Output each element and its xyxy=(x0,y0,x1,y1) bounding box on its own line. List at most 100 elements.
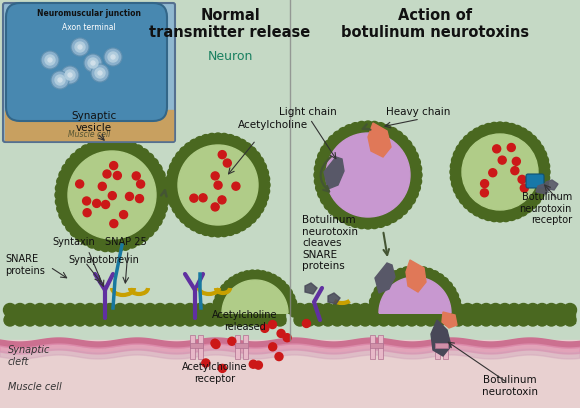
Text: Heavy chain: Heavy chain xyxy=(386,107,450,117)
Circle shape xyxy=(473,128,483,138)
Circle shape xyxy=(318,151,328,161)
Circle shape xyxy=(340,314,353,326)
Circle shape xyxy=(93,240,104,250)
Circle shape xyxy=(452,179,462,188)
Circle shape xyxy=(467,203,477,213)
Circle shape xyxy=(312,304,325,317)
Circle shape xyxy=(378,314,390,326)
Circle shape xyxy=(283,334,291,341)
Circle shape xyxy=(507,124,517,133)
Circle shape xyxy=(527,135,537,145)
Circle shape xyxy=(137,180,144,188)
Circle shape xyxy=(111,55,115,59)
Circle shape xyxy=(219,133,229,143)
Circle shape xyxy=(95,68,105,78)
Bar xyxy=(378,335,383,359)
Circle shape xyxy=(340,304,353,317)
Circle shape xyxy=(108,192,117,200)
Circle shape xyxy=(253,204,264,213)
Circle shape xyxy=(321,304,335,317)
Circle shape xyxy=(403,267,410,275)
Circle shape xyxy=(452,304,465,317)
Circle shape xyxy=(155,170,165,180)
Circle shape xyxy=(368,309,376,317)
Circle shape xyxy=(518,175,526,183)
Circle shape xyxy=(480,314,492,326)
Circle shape xyxy=(114,242,124,252)
Circle shape xyxy=(274,277,281,285)
Circle shape xyxy=(345,215,354,225)
Circle shape xyxy=(372,292,379,300)
Circle shape xyxy=(214,181,222,189)
Circle shape xyxy=(132,172,140,180)
Circle shape xyxy=(318,189,328,199)
Circle shape xyxy=(357,219,367,228)
Circle shape xyxy=(517,304,530,317)
Circle shape xyxy=(387,304,400,317)
Circle shape xyxy=(508,144,515,151)
Text: Muscle cell: Muscle cell xyxy=(8,382,61,392)
Circle shape xyxy=(471,314,483,326)
Circle shape xyxy=(211,172,219,180)
Circle shape xyxy=(91,61,95,65)
Circle shape xyxy=(218,151,226,159)
Circle shape xyxy=(180,147,190,157)
Circle shape xyxy=(450,167,460,177)
Circle shape xyxy=(517,206,527,216)
Circle shape xyxy=(201,225,211,235)
Circle shape xyxy=(443,304,455,317)
FancyBboxPatch shape xyxy=(6,3,167,121)
Circle shape xyxy=(322,314,334,326)
Circle shape xyxy=(269,343,277,351)
Circle shape xyxy=(454,150,463,160)
Circle shape xyxy=(499,314,511,326)
Circle shape xyxy=(104,314,116,326)
Circle shape xyxy=(168,168,177,178)
Circle shape xyxy=(410,183,420,193)
Circle shape xyxy=(452,155,462,165)
Circle shape xyxy=(396,304,409,317)
Circle shape xyxy=(278,280,285,288)
Circle shape xyxy=(396,314,408,326)
Circle shape xyxy=(144,314,156,326)
Circle shape xyxy=(408,189,418,199)
Circle shape xyxy=(358,304,372,317)
Circle shape xyxy=(433,304,446,317)
Circle shape xyxy=(110,162,118,170)
Circle shape xyxy=(415,304,427,317)
Circle shape xyxy=(215,293,223,302)
Circle shape xyxy=(398,135,408,145)
Circle shape xyxy=(246,147,256,157)
Circle shape xyxy=(392,271,399,279)
Text: Synaptobrevin: Synaptobrevin xyxy=(68,255,139,265)
Circle shape xyxy=(402,200,412,210)
Circle shape xyxy=(538,179,549,188)
Text: Acetylcholine
receptor: Acetylcholine receptor xyxy=(182,362,248,384)
Circle shape xyxy=(382,215,392,225)
Circle shape xyxy=(260,180,270,190)
Circle shape xyxy=(213,133,223,143)
Bar xyxy=(0,340,580,408)
Circle shape xyxy=(473,206,483,216)
Circle shape xyxy=(100,138,110,149)
Circle shape xyxy=(517,314,530,326)
Circle shape xyxy=(520,184,528,192)
Circle shape xyxy=(190,194,198,202)
Circle shape xyxy=(62,164,72,174)
Polygon shape xyxy=(431,320,451,356)
Circle shape xyxy=(229,277,237,285)
Circle shape xyxy=(166,186,176,196)
Circle shape xyxy=(259,271,267,279)
Polygon shape xyxy=(379,277,451,313)
Circle shape xyxy=(264,272,272,280)
Circle shape xyxy=(463,135,473,145)
Circle shape xyxy=(254,314,266,326)
Circle shape xyxy=(324,140,334,150)
Circle shape xyxy=(369,219,379,228)
Circle shape xyxy=(195,137,205,146)
Circle shape xyxy=(412,176,422,186)
Circle shape xyxy=(402,140,412,150)
Circle shape xyxy=(48,58,52,62)
Circle shape xyxy=(194,314,206,326)
Bar xyxy=(370,335,375,359)
